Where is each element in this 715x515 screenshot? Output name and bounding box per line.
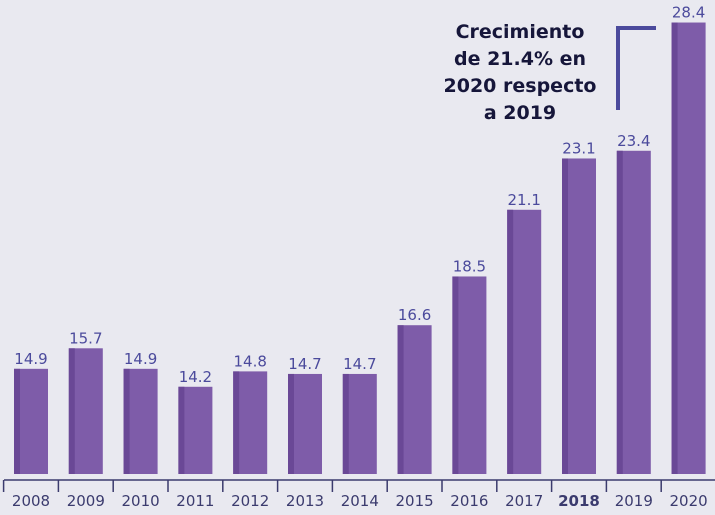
x-tick-label: 2016: [450, 492, 488, 510]
bar-shade: [507, 209, 514, 475]
x-tick-label: 2012: [231, 492, 269, 510]
bar-shade: [671, 22, 678, 475]
bar-shade: [123, 368, 130, 474]
x-tick-label: 2010: [122, 492, 160, 510]
value-label: 16.6: [398, 306, 431, 324]
bar-shade: [562, 158, 568, 474]
value-label: 18.5: [453, 257, 486, 275]
bar-shade: [68, 348, 75, 474]
bar-shade: [342, 373, 349, 474]
bar-shade: [233, 371, 240, 474]
x-tick-label: 2008: [12, 492, 50, 510]
value-label: 14.7: [343, 355, 376, 373]
annotation: Crecimiento: [456, 21, 585, 43]
bar-shade: [178, 386, 185, 474]
value-label: 14.8: [233, 352, 266, 370]
value-label: 23.4: [617, 132, 650, 150]
x-tick-label: 2011: [176, 492, 214, 510]
value-label: 23.1: [562, 139, 595, 157]
annotation: a 2019: [484, 102, 556, 124]
annotation-bracket: [616, 26, 656, 110]
x-tick-label: 2018: [558, 492, 600, 510]
value-label: 14.7: [288, 355, 321, 373]
annotation: de 21.4% en: [454, 48, 586, 70]
annotation: 2020 respecto: [444, 75, 597, 97]
x-tick-label: 2013: [286, 492, 324, 510]
bar-shade: [397, 325, 404, 474]
x-tick-label: 2015: [396, 492, 434, 510]
x-tick-label: 2009: [67, 492, 105, 510]
bar-shade: [616, 150, 623, 475]
value-label: 21.1: [507, 191, 540, 209]
x-tick-label: 2019: [615, 492, 653, 510]
value-label: 14.9: [124, 350, 157, 368]
value-label: 14.9: [14, 350, 47, 368]
bar-shade: [452, 276, 459, 474]
value-label: 14.2: [179, 368, 212, 386]
x-tick-label: 2020: [670, 492, 708, 510]
bar-shade: [14, 368, 20, 474]
value-label: 28.4: [672, 4, 705, 22]
value-label: 15.7: [69, 329, 102, 347]
x-tick-label: 2017: [505, 492, 543, 510]
bar-shade: [288, 373, 294, 474]
x-tick-label: 2014: [341, 492, 379, 510]
